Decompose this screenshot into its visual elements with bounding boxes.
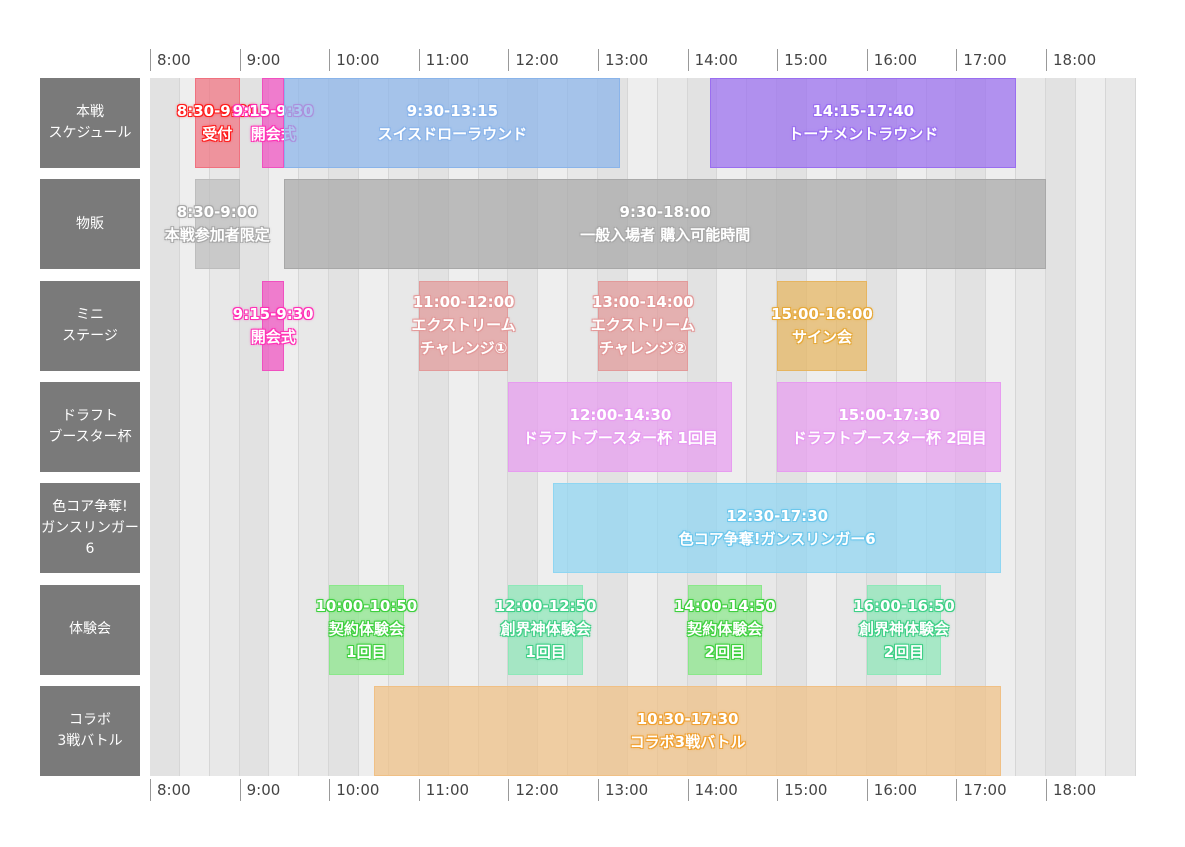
- time-tick-label: 10:00: [329, 49, 379, 71]
- time-tick-label: 13:00: [598, 49, 648, 71]
- time-tick-label: 17:00: [956, 779, 1007, 801]
- event-block[interactable]: 9:15-9:30 開会式: [233, 78, 314, 168]
- row-label: ドラフト ブースター杯: [40, 381, 140, 472]
- event-block[interactable]: 9:30-13:15 スイスドローラウンド: [284, 78, 621, 168]
- row-label: 色コア争奪! ガンスリンガー6: [40, 483, 140, 574]
- grid-column: [1105, 78, 1136, 776]
- time-tick-label: 13:00: [598, 779, 648, 801]
- event-block[interactable]: 13:00-14:00 エクストリーム チャレンジ②: [591, 280, 695, 371]
- event-block[interactable]: 8:30-9:00 本戦参加者限定: [165, 179, 270, 270]
- grid-column: [150, 78, 180, 776]
- event-block[interactable]: 9:15-9:30 開会式: [233, 280, 314, 371]
- time-tick-label: 12:00: [508, 49, 559, 71]
- row-label: 体験会: [40, 584, 140, 675]
- event-label: 10:30-17:30 コラボ3戦バトル: [255, 708, 1120, 754]
- event-block[interactable]: 10:30-17:30 コラボ3戦バトル: [374, 685, 1002, 776]
- event-block[interactable]: 9:30-18:00 一般入場者 購入可能時間: [284, 179, 1046, 270]
- grid-column: [1046, 78, 1076, 776]
- time-tick-label: 10:00: [329, 779, 379, 801]
- event-time: 9:30-18:00: [619, 203, 711, 222]
- event-block[interactable]: 12:30-17:30 色コア争奪!ガンスリンガー6: [553, 483, 1002, 574]
- event-block[interactable]: 8:30-9:00 受付: [177, 78, 258, 168]
- time-tick-label: 15:00: [777, 49, 827, 71]
- time-tick-label: 18:00: [1046, 49, 1096, 71]
- event-time: 10:30-17:30: [636, 709, 739, 728]
- row-label: ミニ ステージ: [40, 280, 140, 371]
- event-title: 一般入場者 購入可能時間: [580, 226, 751, 245]
- time-tick-label: 12:00: [508, 779, 559, 801]
- event-block[interactable]: 10:00-10:50 契約体験会 1回目: [316, 584, 417, 675]
- event-block[interactable]: 16:00-16:50 創界神体験会 2回目: [853, 584, 955, 675]
- time-tick-label: 11:00: [418, 49, 469, 71]
- row-label: 本戦 スケジュール: [40, 78, 140, 168]
- time-tick-label: 9:00: [239, 49, 280, 71]
- time-tick-label: 14:00: [687, 49, 738, 71]
- time-tick-label: 8:00: [150, 779, 191, 801]
- time-tick-label: 18:00: [1046, 779, 1096, 801]
- grid-column: [239, 78, 270, 776]
- time-tick-label: 17:00: [956, 49, 1007, 71]
- time-tick-label: 11:00: [418, 779, 469, 801]
- time-tick-label: 9:00: [239, 779, 280, 801]
- event-block[interactable]: 14:00-14:50 契約体験会 2回目: [674, 584, 776, 675]
- row-label: コラボ 3戦バトル: [40, 685, 140, 776]
- time-tick-label: 16:00: [866, 779, 917, 801]
- event-block[interactable]: 15:00-17:30 ドラフトブースター杯 2回目: [777, 381, 1002, 472]
- event-block[interactable]: 12:00-14:30 ドラフトブースター杯 1回目: [508, 381, 733, 472]
- time-tick-label: 14:00: [687, 779, 738, 801]
- time-axis-bottom: 8:00 9:00 10:00 11:00 12:00 13:00 14:00 15:00 16…: [0, 779, 1185, 801]
- row-label: 物販: [40, 179, 140, 270]
- time-tick-label: 15:00: [777, 779, 827, 801]
- event-label: 9:30-18:00 一般入場者 購入可能時間: [165, 201, 1165, 247]
- time-tick-label: 8:00: [150, 49, 191, 71]
- event-block[interactable]: 11:00-12:00 エクストリーム チャレンジ①: [412, 280, 516, 371]
- event-block[interactable]: 12:00-12:50 創界神体験会 1回目: [495, 584, 596, 675]
- grid-column: [1075, 78, 1106, 776]
- time-axis-top: 8:00 9:00 10:00 11:00 12:00 13:00 14:00 15:00 16…: [0, 49, 1185, 71]
- event-block[interactable]: 14:15-17:40 トーナメントラウンド: [710, 78, 1017, 168]
- time-tick-label: 16:00: [866, 49, 917, 71]
- event-block[interactable]: 15:00-16:00 サイン会: [771, 280, 873, 371]
- event-title: コラボ3戦バトル: [629, 732, 746, 751]
